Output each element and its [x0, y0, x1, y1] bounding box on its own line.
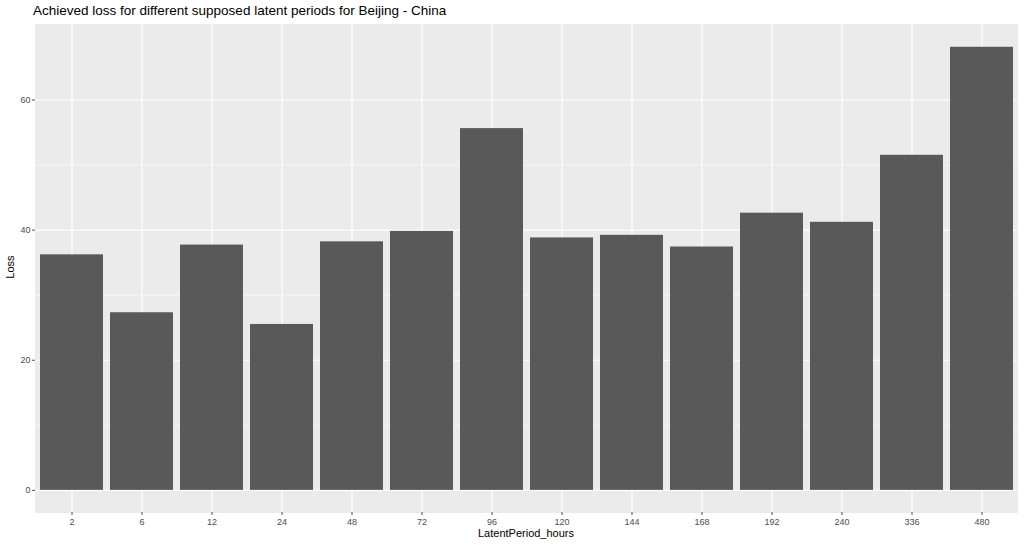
- svg-text:72: 72: [417, 517, 427, 527]
- svg-text:48: 48: [347, 517, 357, 527]
- html-text:Loss: Loss: [4, 255, 16, 279]
- html-text:LatentPeriod_hours: LatentPeriod_hours: [478, 527, 574, 539]
- svg-text:120: 120: [554, 517, 569, 527]
- svg-text:96: 96: [487, 517, 497, 527]
- svg-text:0: 0: [25, 485, 30, 495]
- svg-text:192: 192: [764, 517, 779, 527]
- svg-text:240: 240: [834, 517, 849, 527]
- svg-text:144: 144: [624, 517, 639, 527]
- html-text:Achieved loss for different su: Achieved loss for different supposed lat…: [33, 3, 447, 18]
- svg-text:2: 2: [69, 517, 74, 527]
- svg-text:24: 24: [277, 517, 287, 527]
- svg-text:12: 12: [207, 517, 217, 527]
- svg-text:168: 168: [694, 517, 709, 527]
- svg-text:60: 60: [20, 95, 30, 105]
- svg-text:336: 336: [904, 517, 919, 527]
- svg-text:6: 6: [139, 517, 144, 527]
- svg-text:40: 40: [20, 225, 30, 235]
- svg-text:20: 20: [20, 355, 30, 365]
- svg-text:480: 480: [974, 517, 989, 527]
